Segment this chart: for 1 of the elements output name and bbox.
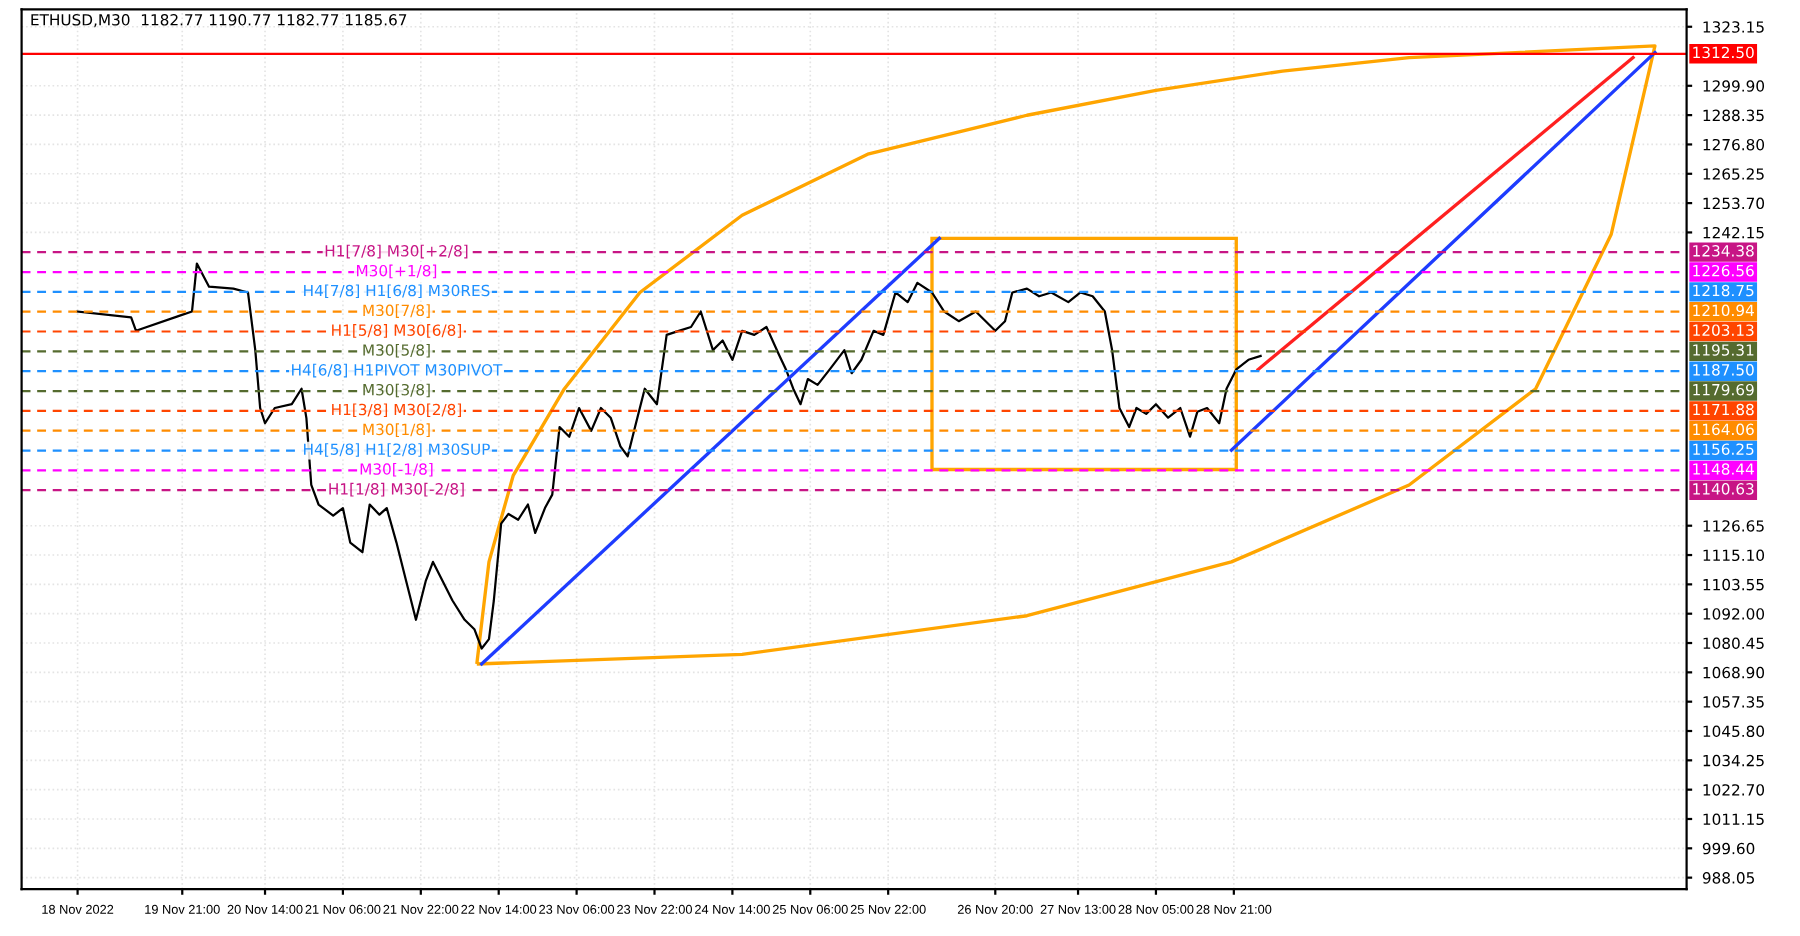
line-series [76, 262, 1262, 650]
